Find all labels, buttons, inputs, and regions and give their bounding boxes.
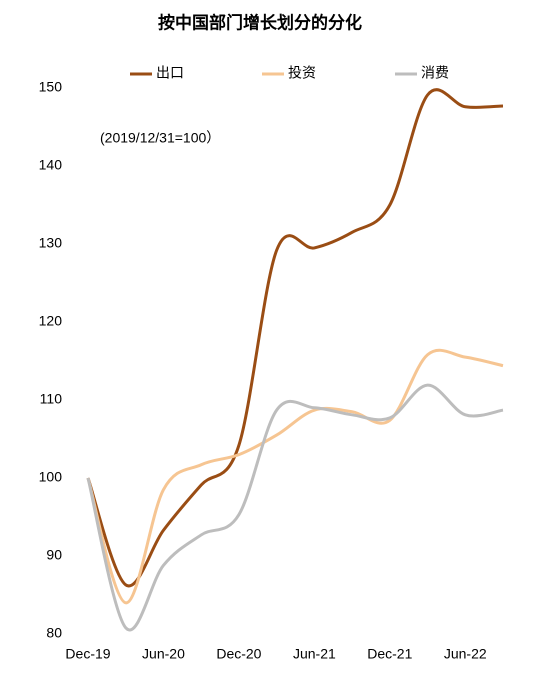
x-tick-label: Jun-21 xyxy=(293,646,336,662)
y-tick-label: 90 xyxy=(46,547,62,563)
y-tick-label: 140 xyxy=(39,157,63,173)
y-tick-label: 80 xyxy=(46,625,62,641)
x-tick-label: Dec-21 xyxy=(367,646,412,662)
x-tick-label: Jun-22 xyxy=(444,646,487,662)
chart-title: 按中国部门增长划分的分化 xyxy=(158,12,362,32)
y-tick-label: 120 xyxy=(39,313,63,329)
legend-label: 消费 xyxy=(421,65,449,81)
y-tick-label: 110 xyxy=(40,391,63,407)
series-line xyxy=(86,383,504,632)
legend-label: 出口 xyxy=(156,65,184,81)
series-line xyxy=(86,348,504,605)
y-tick-label: 130 xyxy=(39,235,63,251)
subtitle: (2019/12/31=100） xyxy=(100,130,220,146)
x-tick-label: Dec-19 xyxy=(65,646,110,662)
x-tick-label: Dec-20 xyxy=(216,646,261,662)
x-tick-label: Jun-20 xyxy=(142,646,185,662)
y-tick-label: 100 xyxy=(39,469,63,485)
series-line xyxy=(86,88,504,588)
y-tick-label: 150 xyxy=(39,79,63,95)
legend-label: 投资 xyxy=(288,65,316,81)
